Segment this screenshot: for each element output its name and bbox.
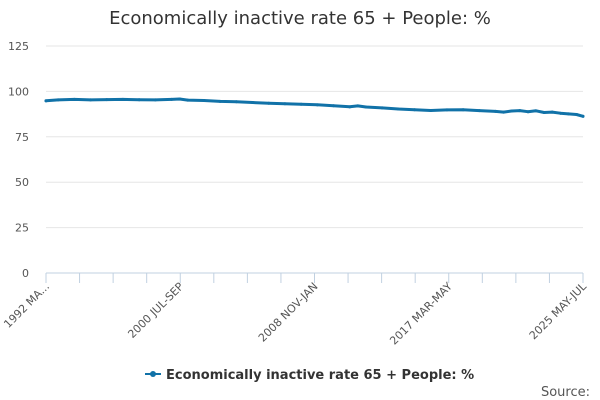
data-point[interactable] <box>510 109 514 113</box>
x-axis <box>45 272 584 283</box>
data-point[interactable] <box>251 100 255 104</box>
data-point[interactable] <box>445 108 449 112</box>
data-point[interactable] <box>186 98 190 102</box>
data-point[interactable] <box>121 97 125 101</box>
data-point[interactable] <box>299 102 303 106</box>
data-point[interactable] <box>461 108 465 112</box>
legend[interactable]: Economically inactive rate 65 + People: … <box>145 368 474 383</box>
data-point[interactable] <box>550 110 554 114</box>
data-point[interactable] <box>332 104 336 108</box>
data-point[interactable] <box>356 104 360 108</box>
data-point[interactable] <box>72 97 76 101</box>
data-point[interactable] <box>502 110 506 114</box>
y-tick-label: 100 <box>8 85 29 98</box>
y-tick-label: 125 <box>8 40 29 53</box>
data-point[interactable] <box>566 112 570 116</box>
y-tick-label: 75 <box>15 131 29 144</box>
x-tick-label: 1992 MA... <box>1 280 52 331</box>
data-point[interactable] <box>202 98 206 102</box>
y-tick-label: 50 <box>15 176 29 189</box>
data-point[interactable] <box>267 101 271 105</box>
data-point[interactable] <box>542 110 546 114</box>
series-line[interactable] <box>44 97 585 118</box>
y-tick-label: 25 <box>15 222 29 235</box>
x-tick-label: 2000 JUL-SEP <box>125 280 186 341</box>
data-point[interactable] <box>89 98 93 102</box>
grid-lines <box>46 45 583 229</box>
data-point[interactable] <box>218 99 222 103</box>
data-point[interactable] <box>477 109 481 113</box>
data-point[interactable] <box>429 108 433 112</box>
x-tick-label: 2025 MAY-JUL <box>527 279 590 342</box>
data-point[interactable] <box>526 110 530 114</box>
x-axis-tick-labels: 1992 MA... 2000 JUL-SEP 2008 NOV-JAN 2017 M… <box>1 279 589 347</box>
data-point[interactable] <box>518 109 522 113</box>
data-point[interactable] <box>315 103 319 107</box>
data-point[interactable] <box>558 111 562 115</box>
series-layer <box>44 97 585 118</box>
data-point[interactable] <box>575 112 579 116</box>
data-point[interactable] <box>534 109 538 113</box>
data-point[interactable] <box>105 98 109 102</box>
data-point[interactable] <box>137 98 141 102</box>
legend-dot-marker <box>150 371 156 377</box>
x-tick-label: 2008 NOV-JAN <box>256 280 321 345</box>
data-point[interactable] <box>364 105 368 109</box>
data-point[interactable] <box>234 100 238 104</box>
data-point[interactable] <box>153 98 157 102</box>
x-tick-label: 2017 MAR-MAY <box>387 280 455 348</box>
source-label[interactable]: Source: <box>541 385 590 400</box>
data-point[interactable] <box>413 108 417 112</box>
data-point[interactable] <box>380 106 384 110</box>
data-point[interactable] <box>56 98 60 102</box>
data-point[interactable] <box>348 105 352 109</box>
y-axis-tick-labels: 0 25 50 75 100 125 <box>8 40 29 280</box>
data-point[interactable] <box>581 114 585 118</box>
data-point[interactable] <box>44 99 48 103</box>
data-point[interactable] <box>178 97 182 101</box>
chart-title: Economically inactive rate 65 + People: … <box>109 8 491 29</box>
legend-label: Economically inactive rate 65 + People: … <box>166 368 474 383</box>
data-point[interactable] <box>396 107 400 111</box>
data-point[interactable] <box>494 109 498 113</box>
y-tick-label: 0 <box>22 267 29 280</box>
data-point[interactable] <box>283 102 287 106</box>
data-point[interactable] <box>170 97 174 101</box>
